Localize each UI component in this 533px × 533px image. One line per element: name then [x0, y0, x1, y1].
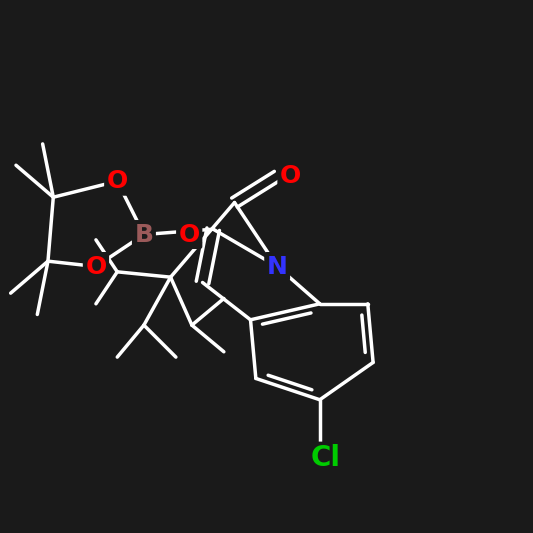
- Text: O: O: [85, 254, 107, 279]
- Text: B: B: [134, 222, 154, 247]
- Text: O: O: [107, 169, 128, 193]
- Text: Cl: Cl: [310, 445, 340, 472]
- Text: O: O: [179, 222, 200, 247]
- Text: N: N: [266, 254, 288, 279]
- Text: O: O: [280, 164, 301, 188]
